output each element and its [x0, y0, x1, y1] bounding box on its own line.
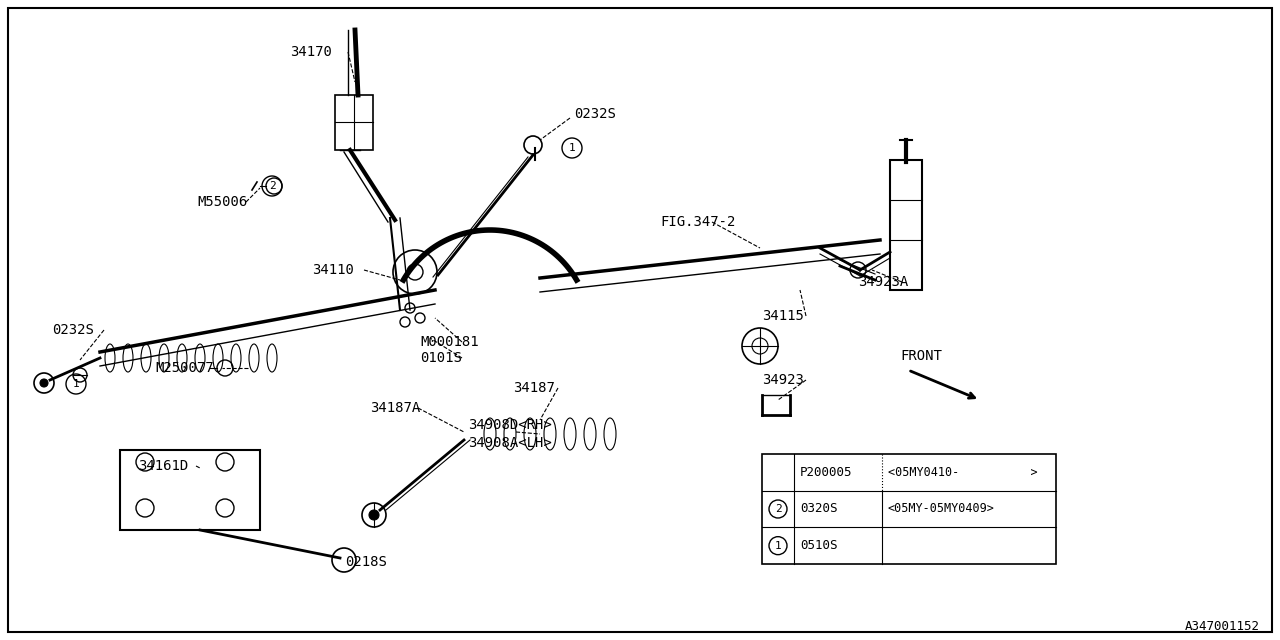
Bar [762, 454, 1056, 564]
Text: 0232S: 0232S [573, 107, 616, 121]
Text: 34187A: 34187A [370, 401, 420, 415]
Text: 34115: 34115 [762, 309, 804, 323]
Text: 34923A: 34923A [858, 275, 909, 289]
Text: M000181: M000181 [420, 335, 479, 349]
Text: 1: 1 [774, 541, 781, 550]
Text: M55006: M55006 [197, 195, 247, 209]
Text: 34908A<LH>: 34908A<LH> [468, 436, 552, 450]
Text: A347001152: A347001152 [1185, 620, 1260, 632]
Text: <05MY0410-          >: <05MY0410- > [888, 466, 1038, 479]
Text: 34187: 34187 [513, 381, 554, 395]
Text: 34908D<RH>: 34908D<RH> [468, 418, 552, 432]
Text: <05MY-05MY0409>: <05MY-05MY0409> [888, 502, 995, 515]
Text: 2: 2 [774, 504, 781, 514]
Text: 0101S: 0101S [420, 351, 462, 365]
Text: 34110: 34110 [312, 263, 353, 277]
Text: 2: 2 [269, 181, 275, 191]
Text: 1: 1 [73, 379, 79, 389]
Text: 34161D: 34161D [138, 459, 188, 473]
Text: P200005: P200005 [800, 466, 852, 479]
Bar [890, 160, 922, 290]
Text: 34923: 34923 [762, 373, 804, 387]
Bar [120, 450, 260, 530]
Text: 0232S: 0232S [52, 323, 93, 337]
Text: 0320S: 0320S [800, 502, 837, 515]
Text: 0510S: 0510S [800, 539, 837, 552]
Text: FIG.347-2: FIG.347-2 [660, 215, 736, 229]
Text: M250077: M250077 [155, 361, 214, 375]
Bar [335, 95, 372, 150]
Text: 0218S: 0218S [346, 555, 387, 569]
Circle shape [40, 379, 49, 387]
Circle shape [369, 510, 379, 520]
Text: 1: 1 [568, 143, 576, 153]
Text: FRONT: FRONT [900, 349, 942, 363]
Text: 34170: 34170 [291, 45, 332, 59]
